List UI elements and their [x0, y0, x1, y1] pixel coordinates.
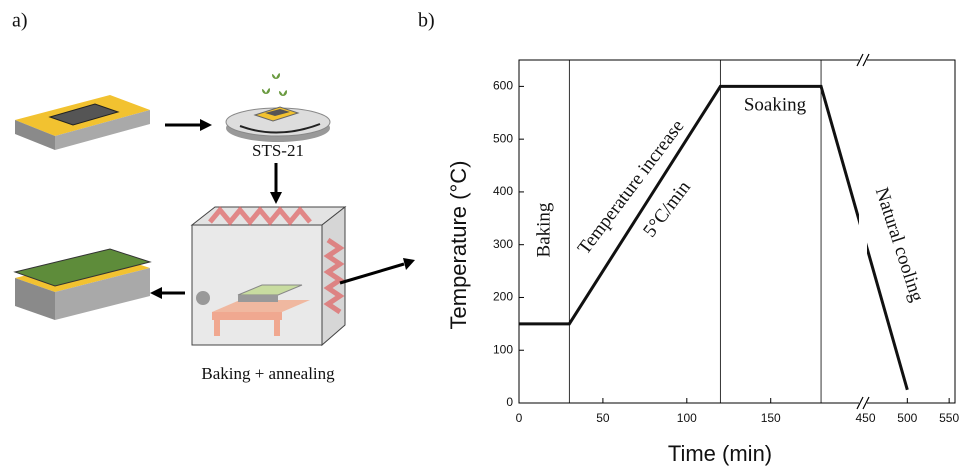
y-tick-label: 0	[506, 395, 513, 409]
annotation: 5°C/min	[639, 177, 695, 242]
y-tick-label: 400	[493, 184, 513, 198]
axis-break-mark	[862, 396, 870, 410]
y-tick-label: 100	[493, 342, 513, 356]
y-tick-label: 200	[493, 290, 513, 304]
step-label: Baking + annealing	[201, 364, 335, 383]
x-axis-label: Time (min)	[668, 441, 772, 466]
axis-break-mark	[856, 396, 864, 410]
y-tick-label: 300	[493, 237, 513, 251]
annotation: Soaking	[744, 94, 807, 115]
data-line	[519, 84, 909, 391]
y-axis-label: Temperature (°C)	[446, 161, 471, 330]
x-tick-label: 100	[677, 411, 697, 425]
y-tick-label: 500	[493, 131, 513, 145]
x-tick-label: 50	[596, 411, 610, 425]
axis-break-gap	[859, 56, 867, 407]
x-tick-label: 550	[939, 411, 959, 425]
panel-label: a)	[12, 10, 28, 32]
x-tick-label: 450	[855, 411, 875, 425]
diagram: STS-21 Baking + annealing	[13, 73, 415, 383]
x-tick-label: 150	[761, 411, 781, 425]
x-tick-label: 0	[516, 411, 523, 425]
x-tick-label: 500	[897, 411, 917, 425]
step-label: STS-21	[252, 141, 304, 160]
axis-break-mark	[856, 53, 864, 67]
axis-break-mark	[862, 53, 870, 67]
plot-frame	[518, 59, 956, 404]
y-tick-label: 600	[493, 79, 513, 93]
panel-label: b)	[418, 10, 435, 32]
annotation: Baking	[533, 202, 554, 257]
